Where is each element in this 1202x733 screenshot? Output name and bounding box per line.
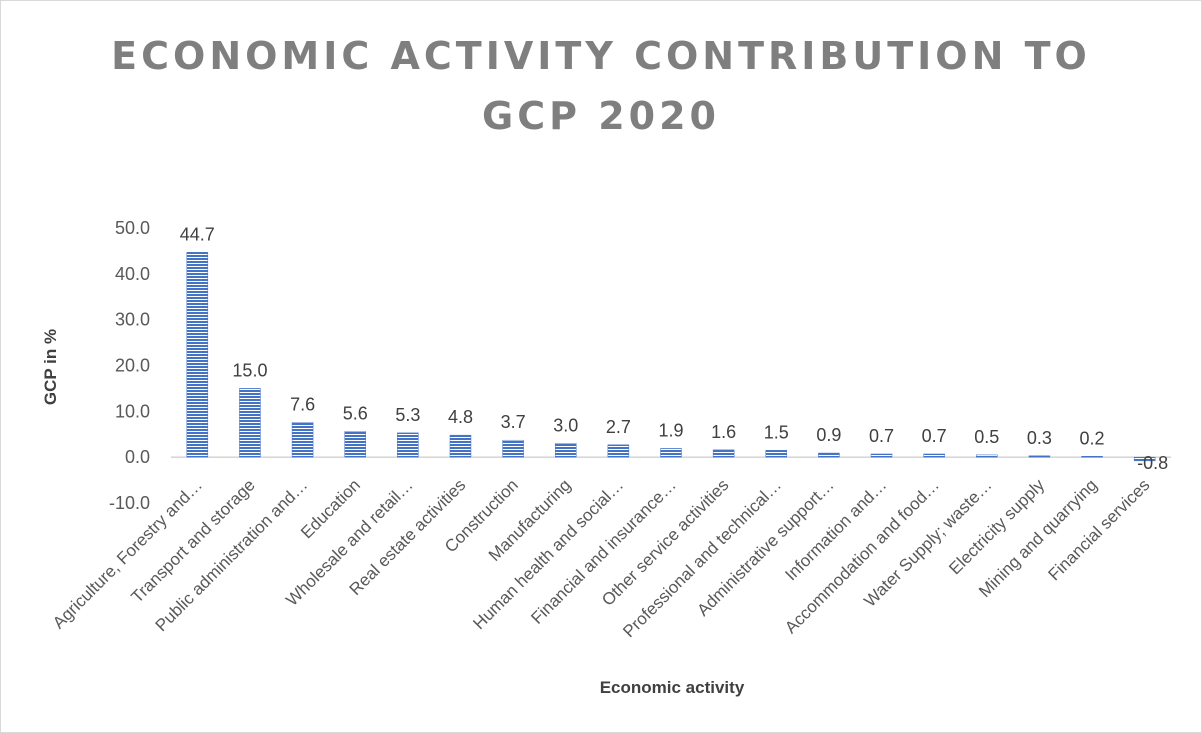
data-label: 15.0 <box>232 360 267 380</box>
y-tick-label: 0.0 <box>125 447 150 467</box>
y-tick-label: 20.0 <box>115 356 150 376</box>
bar <box>1081 456 1103 458</box>
chart-title: ECONOMIC ACTIVITY CONTRIBUTION TO GCP 20… <box>0 26 1202 146</box>
data-label: 1.9 <box>658 420 683 440</box>
data-label: 44.7 <box>180 224 215 244</box>
data-label: 5.3 <box>395 405 420 425</box>
data-label: 0.7 <box>922 426 947 446</box>
bar <box>186 252 209 458</box>
bar <box>1133 456 1156 462</box>
y-tick-label: 50.0 <box>115 218 150 238</box>
y-tick-label: 40.0 <box>115 264 150 284</box>
data-label: 1.5 <box>764 422 789 442</box>
bar <box>976 454 998 458</box>
data-label: 5.6 <box>343 404 368 424</box>
category-label: Electricity supply <box>945 475 1048 578</box>
y-tick-label: 10.0 <box>115 401 150 421</box>
x-axis-title: Economic activity <box>600 678 745 697</box>
bar <box>344 431 366 458</box>
y-axis-title: GCP in % <box>41 329 60 405</box>
bar <box>818 452 840 458</box>
bar <box>397 432 419 458</box>
bar <box>1028 455 1051 458</box>
data-label: 0.3 <box>1027 428 1052 448</box>
category-labels: Agriculture, Forestry and…Transport and … <box>49 475 1153 641</box>
chart-title-line-1: ECONOMIC ACTIVITY CONTRIBUTION TO <box>111 34 1091 78</box>
data-label: 2.7 <box>606 417 631 437</box>
bar <box>870 453 893 458</box>
data-label: 1.6 <box>711 422 736 442</box>
bar <box>449 434 472 458</box>
bars <box>186 252 1156 462</box>
bar <box>923 453 945 458</box>
data-label: 0.9 <box>816 425 841 445</box>
data-label: 3.0 <box>553 415 578 435</box>
value-labels: 44.7 15.0 7.6 5.6 5.3 4.8 3.7 3.0 2.7 1.9 1.6 1.5 0.… <box>180 224 1168 473</box>
data-label: 0.5 <box>974 427 999 447</box>
bar <box>554 443 577 458</box>
data-label: 7.6 <box>290 394 315 414</box>
bar <box>765 450 788 458</box>
bar <box>291 422 314 458</box>
bar <box>660 448 682 458</box>
bar <box>239 388 261 458</box>
y-axis-ticks: -10.0 0.0 10.0 20.0 30.0 40.0 50.0 <box>109 218 150 513</box>
data-label: 0.2 <box>1080 428 1105 448</box>
data-label: 0.7 <box>869 426 894 446</box>
bar <box>712 449 735 458</box>
y-tick-label: -10.0 <box>109 493 150 513</box>
y-tick-label: 30.0 <box>115 310 150 330</box>
bar <box>502 439 524 458</box>
category-label: Financial services <box>1045 475 1154 584</box>
bar <box>607 444 630 458</box>
data-label: -0.8 <box>1137 453 1168 473</box>
chart-title-line-2: GCP 2020 <box>482 94 720 138</box>
data-label: 3.7 <box>501 412 526 432</box>
data-label: 4.8 <box>448 407 473 427</box>
